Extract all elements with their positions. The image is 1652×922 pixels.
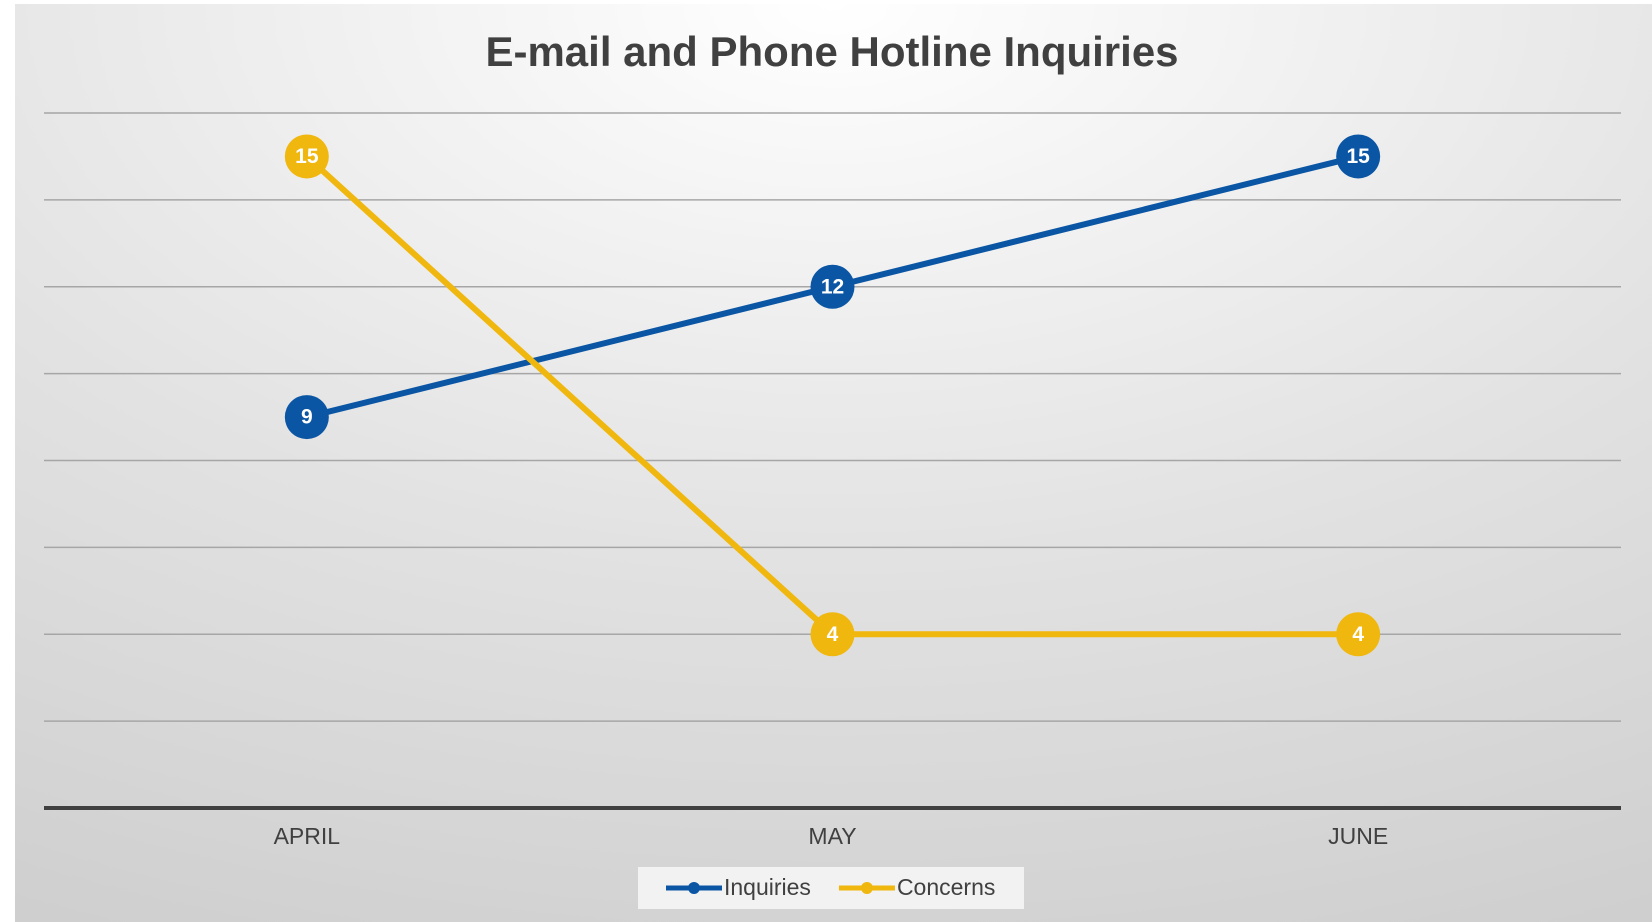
data-point bbox=[810, 612, 855, 657]
data-label: 4 bbox=[1352, 623, 1364, 646]
data-label: 15 bbox=[1346, 145, 1370, 168]
legend: Inquiries Concerns bbox=[638, 867, 1024, 909]
data-point bbox=[284, 395, 329, 440]
x-tick-label: MAY bbox=[808, 823, 856, 849]
chart-background bbox=[15, 4, 1652, 922]
legend-label: Concerns bbox=[897, 874, 995, 900]
data-point bbox=[810, 264, 855, 309]
data-point bbox=[1336, 612, 1381, 657]
data-label: 4 bbox=[827, 623, 839, 646]
data-label: 12 bbox=[821, 275, 844, 298]
chart-title: E-mail and Phone Hotline Inquiries bbox=[485, 28, 1178, 75]
x-tick-label: APRIL bbox=[274, 823, 341, 849]
x-tick-label: JUNE bbox=[1328, 823, 1388, 849]
legend-marker bbox=[860, 882, 873, 894]
legend-marker bbox=[688, 882, 700, 894]
legend-label: Inquiries bbox=[724, 874, 811, 900]
data-label: 9 bbox=[301, 406, 313, 429]
data-point bbox=[284, 134, 329, 179]
data-point bbox=[1336, 134, 1381, 179]
data-label: 15 bbox=[295, 145, 319, 168]
